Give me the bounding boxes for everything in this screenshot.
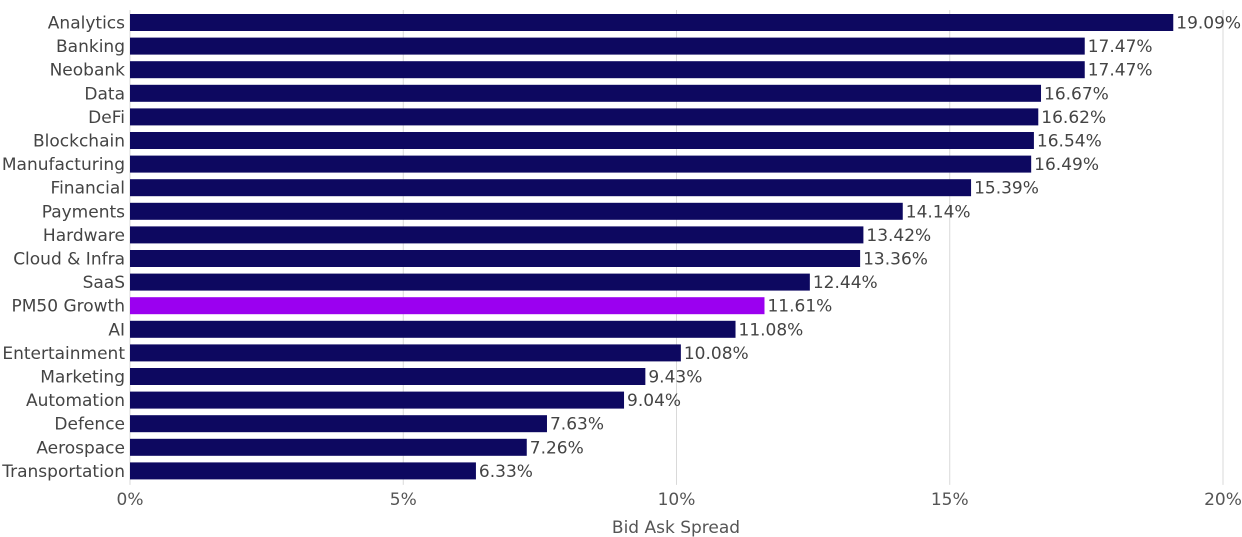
bar (130, 273, 810, 291)
bar (130, 415, 547, 433)
value-label: 17.47% (1088, 37, 1153, 57)
value-label: 9.43% (648, 368, 702, 388)
bar (130, 438, 527, 456)
bar (130, 462, 476, 480)
category-label: Banking (56, 37, 125, 57)
value-label: 16.62% (1041, 108, 1106, 128)
value-label: 16.54% (1037, 132, 1102, 152)
bars (130, 14, 1174, 480)
category-label: Payments (42, 202, 125, 222)
value-label: 9.04% (627, 391, 681, 411)
category-label: Marketing (40, 368, 125, 388)
category-label: Hardware (43, 226, 125, 246)
category-label: Transportation (1, 462, 125, 482)
value-label: 13.42% (866, 226, 931, 246)
value-label: 6.33% (479, 462, 533, 482)
category-label: Data (84, 84, 125, 104)
category-label: DeFi (88, 108, 125, 128)
bar (130, 14, 1174, 31)
category-label: PM50 Growth (12, 297, 126, 317)
category-label: Financial (51, 179, 125, 199)
category-label: Aerospace (36, 438, 125, 458)
bar (130, 132, 1034, 149)
x-tick-label: 5% (390, 490, 417, 510)
category-label: Blockchain (33, 132, 125, 152)
category-label: Cloud & Infra (13, 250, 125, 270)
category-label: SaaS (83, 273, 125, 293)
value-label: 15.39% (974, 179, 1039, 199)
category-label: AI (108, 320, 125, 340)
bar (130, 37, 1085, 55)
value-label: 17.47% (1088, 61, 1153, 81)
bar (130, 250, 861, 267)
value-label: 19.09% (1176, 14, 1241, 34)
category-label: Manufacturing (2, 155, 125, 175)
value-label: 11.08% (739, 320, 804, 340)
category-label: Neobank (50, 61, 126, 81)
value-label: 14.14% (906, 202, 971, 222)
value-label: 10.08% (684, 344, 749, 364)
value-label: 16.67% (1044, 84, 1109, 104)
bar (130, 344, 681, 362)
value-label: 16.49% (1034, 155, 1099, 175)
bar (130, 155, 1032, 173)
bar (130, 202, 903, 220)
value-labels: 19.09% 17.47% 17.47% 16.67% 16.62% 16.54% 16.4… (479, 14, 1241, 482)
value-label: 13.36% (863, 250, 928, 270)
bar (130, 320, 736, 338)
bar (130, 61, 1085, 79)
x-axis-ticks: 0% 5% 10% 15% 20% (117, 490, 1242, 510)
x-tick-label: 0% (117, 490, 144, 510)
value-label: 7.26% (530, 438, 584, 458)
bar (130, 179, 972, 197)
value-label: 11.61% (767, 297, 832, 317)
gridlines (129, 10, 1224, 485)
bar (130, 226, 864, 244)
x-tick-label: 10% (658, 490, 696, 510)
category-labels: Analytics Banking Neobank Data DeFi Blockchai… (1, 14, 125, 482)
x-tick-label: 20% (1204, 490, 1242, 510)
bar (130, 391, 625, 409)
bar (130, 297, 765, 315)
bar (130, 368, 646, 385)
x-tick-label: 15% (931, 490, 969, 510)
value-label: 7.63% (550, 415, 604, 435)
category-label: Defence (54, 415, 125, 435)
bar (130, 84, 1042, 102)
value-label: 12.44% (813, 273, 878, 293)
category-label: Analytics (48, 14, 125, 34)
x-axis-title: Bid Ask Spread (612, 518, 740, 537)
category-label: Automation (26, 391, 125, 411)
category-label: Entertainment (2, 344, 125, 364)
bar (130, 108, 1039, 126)
